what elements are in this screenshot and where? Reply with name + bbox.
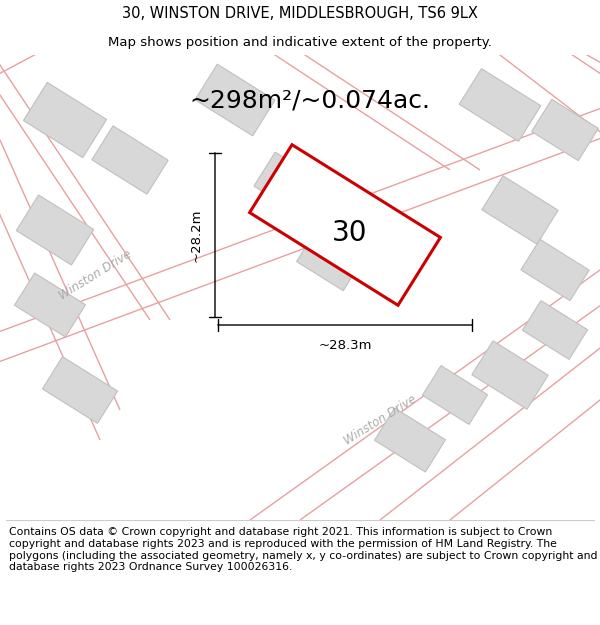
Text: ~298m²/~0.074ac.: ~298m²/~0.074ac. <box>190 88 431 112</box>
Polygon shape <box>472 341 548 409</box>
Text: Contains OS data © Crown copyright and database right 2021. This information is : Contains OS data © Crown copyright and d… <box>9 528 598 572</box>
Polygon shape <box>521 239 589 301</box>
Polygon shape <box>296 229 364 291</box>
Polygon shape <box>532 99 598 161</box>
Polygon shape <box>254 152 326 218</box>
Text: Winston Drive: Winston Drive <box>56 248 134 302</box>
Text: ~28.2m: ~28.2m <box>190 208 203 262</box>
Text: Map shows position and indicative extent of the property.: Map shows position and indicative extent… <box>108 36 492 49</box>
Polygon shape <box>92 126 168 194</box>
Polygon shape <box>459 69 541 141</box>
Polygon shape <box>16 195 94 265</box>
Text: Winston Drive: Winston Drive <box>341 392 419 448</box>
Polygon shape <box>23 82 107 158</box>
Polygon shape <box>14 273 86 337</box>
Text: 30, WINSTON DRIVE, MIDDLESBROUGH, TS6 9LX: 30, WINSTON DRIVE, MIDDLESBROUGH, TS6 9L… <box>122 6 478 21</box>
Polygon shape <box>250 145 440 305</box>
Polygon shape <box>422 366 488 424</box>
Text: ~28.3m: ~28.3m <box>318 339 372 352</box>
Polygon shape <box>195 64 275 136</box>
Polygon shape <box>523 301 587 359</box>
Text: 30: 30 <box>332 219 368 247</box>
Polygon shape <box>482 176 558 244</box>
Polygon shape <box>374 408 446 472</box>
Polygon shape <box>43 357 118 423</box>
